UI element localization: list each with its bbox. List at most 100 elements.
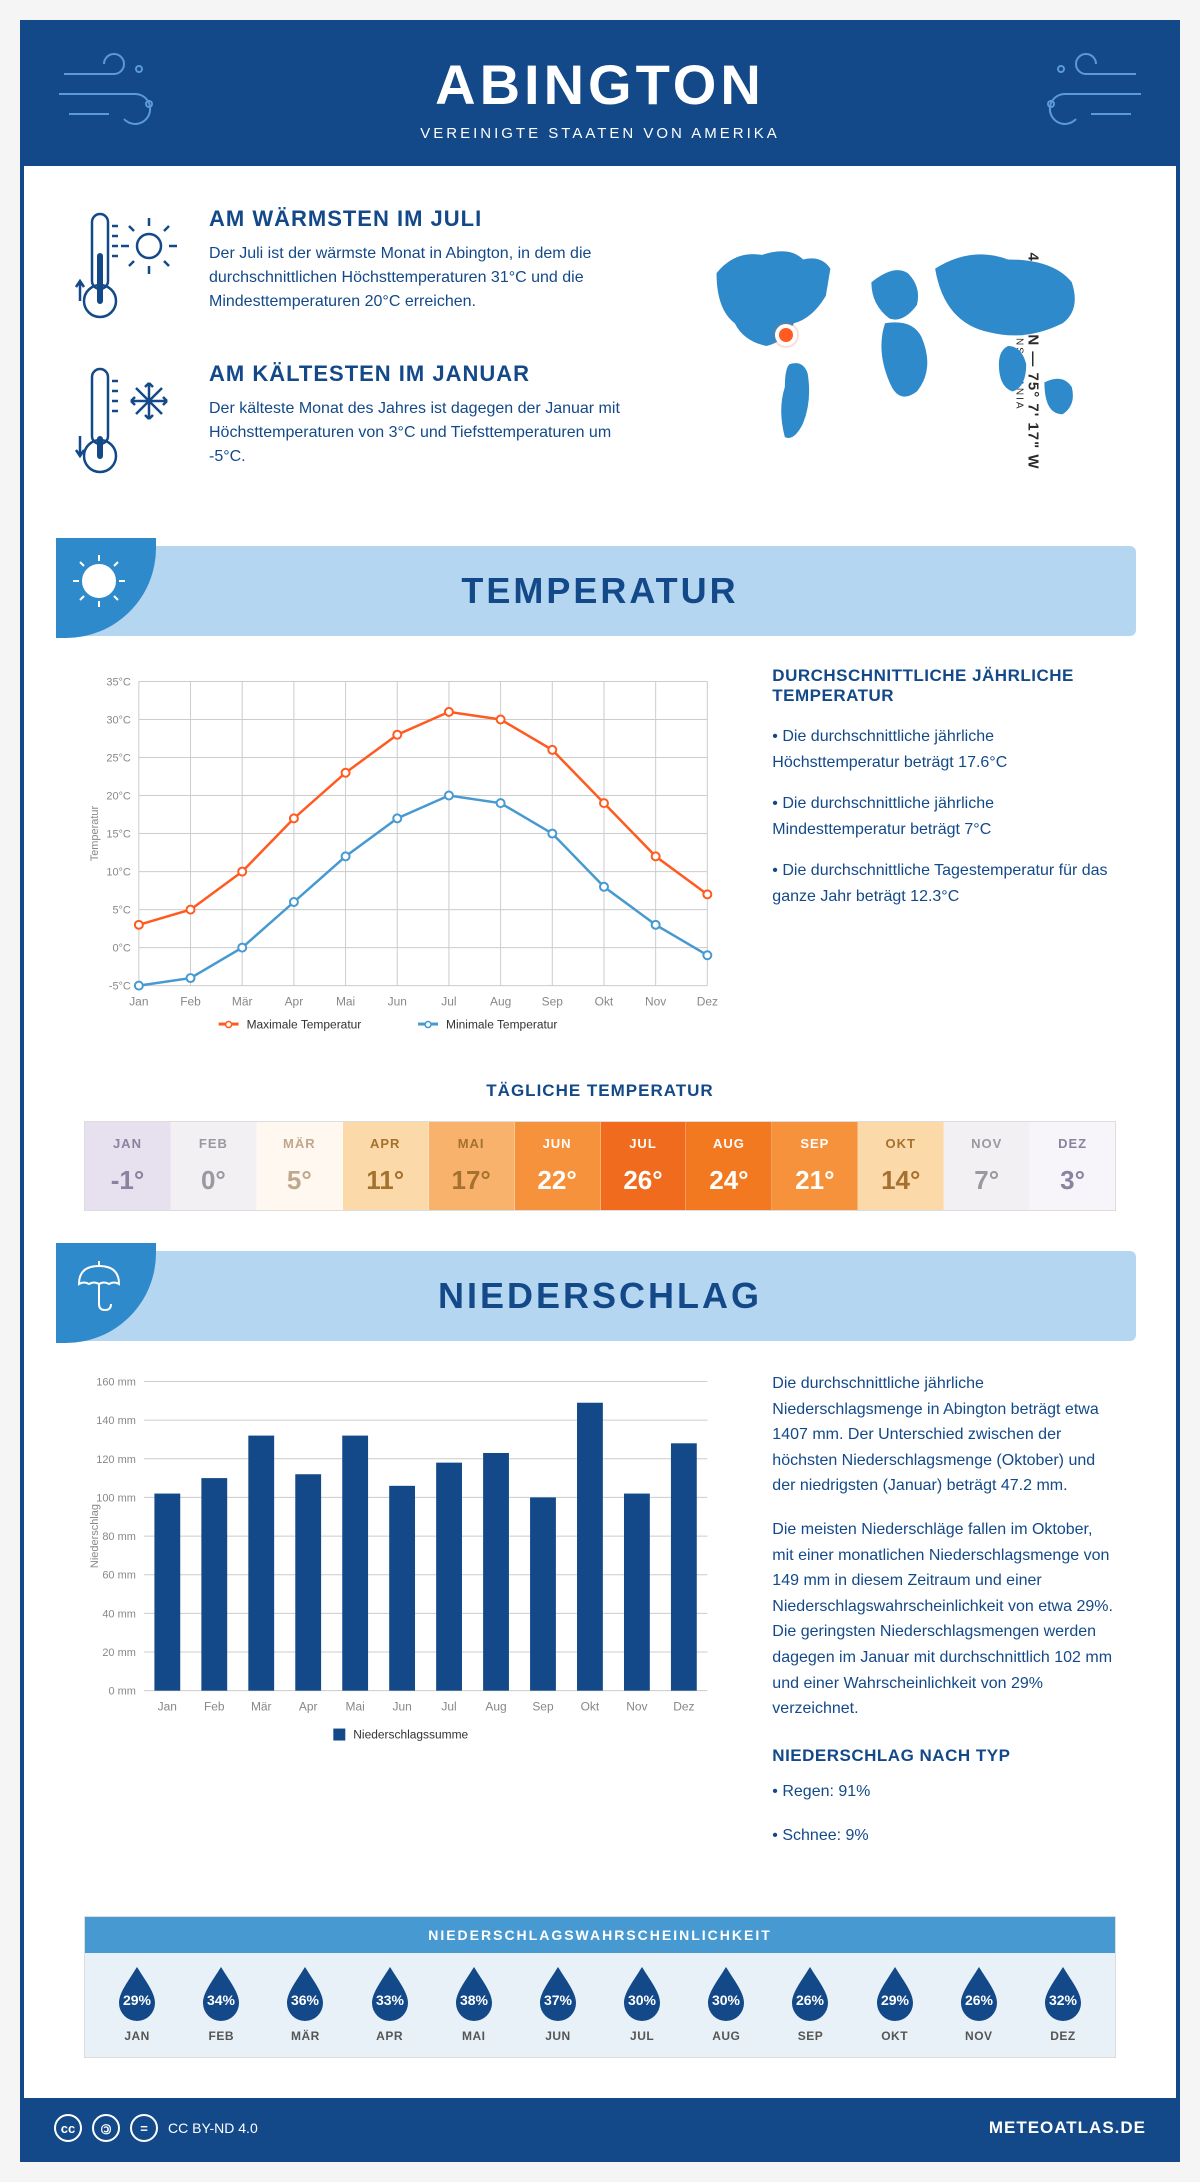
intro-section: AM WÄRMSTEN IM JULI Der Juli ist der wär… [24, 166, 1176, 546]
probability-cell: 32% DEZ [1021, 1965, 1105, 2045]
cc-icon: cc [54, 2114, 82, 2142]
svg-text:29%: 29% [123, 1992, 152, 2008]
probability-cell: 30% JUL [600, 1965, 684, 2045]
raindrop-icon: 37% [536, 1965, 580, 2021]
daily-temp-cell: MAI17° [429, 1122, 515, 1210]
probability-cell: 33% APR [348, 1965, 432, 2045]
daily-temp-cell: OKT14° [858, 1122, 944, 1210]
daily-temp-cell: MÄR5° [257, 1122, 343, 1210]
svg-text:Apr: Apr [299, 1700, 318, 1714]
svg-text:20°C: 20°C [106, 791, 131, 803]
footer: cc 🄯 = CC BY-ND 4.0 METEOATLAS.DE [24, 2098, 1176, 2158]
temp-bullet: • Die durchschnittliche Tagestemperatur … [772, 858, 1116, 909]
svg-text:-5°C: -5°C [109, 981, 131, 993]
svg-text:26%: 26% [965, 1992, 994, 2008]
svg-text:Temperatur: Temperatur [89, 805, 101, 861]
raindrop-icon: 36% [283, 1965, 327, 2021]
svg-text:33%: 33% [376, 1992, 405, 2008]
raindrop-icon: 29% [115, 1965, 159, 2021]
svg-text:Apr: Apr [285, 995, 304, 1009]
svg-text:10°C: 10°C [106, 867, 131, 879]
temperature-line-chart: -5°C0°C5°C10°C15°C20°C25°C30°C35°CJanFeb… [84, 666, 722, 1051]
temperature-title: TEMPERATUR [64, 570, 1136, 612]
probability-cell: 26% SEP [768, 1965, 852, 2045]
nd-icon: = [130, 2114, 158, 2142]
precip-p2: Die meisten Niederschläge fallen im Okto… [772, 1517, 1116, 1722]
probability-cell: 38% MAI [432, 1965, 516, 2045]
svg-text:5°C: 5°C [112, 905, 130, 917]
daily-temp-cell: DEZ3° [1030, 1122, 1115, 1210]
precipitation-title: NIEDERSCHLAG [64, 1275, 1136, 1317]
svg-text:Jan: Jan [158, 1700, 177, 1714]
svg-text:32%: 32% [1049, 1992, 1078, 2008]
svg-text:Okt: Okt [581, 1700, 600, 1714]
raindrop-icon: 26% [788, 1965, 832, 2021]
wind-icon [54, 44, 174, 139]
svg-text:15°C: 15°C [106, 829, 131, 841]
svg-text:35°C: 35°C [106, 676, 131, 688]
svg-text:20 mm: 20 mm [102, 1647, 136, 1659]
svg-text:37%: 37% [544, 1992, 573, 2008]
by-icon: 🄯 [92, 2114, 120, 2142]
temperature-section-header: TEMPERATUR [64, 546, 1136, 636]
probability-cell: 37% JUN [516, 1965, 600, 2045]
infographic-page: ABINGTON VEREINIGTE STAATEN VON AMERIKA [20, 20, 1180, 2162]
sun-icon [56, 538, 156, 638]
svg-text:Aug: Aug [490, 995, 511, 1009]
warmest-text: Der Juli ist der wärmste Monat in Abingt… [209, 242, 631, 314]
thermometer-cold-icon [74, 361, 184, 486]
svg-text:Mär: Mär [251, 1700, 272, 1714]
svg-text:Dez: Dez [697, 995, 718, 1009]
daily-temp-title: TÄGLICHE TEMPERATUR [84, 1081, 1116, 1101]
precip-type-bullet: • Regen: 91% [772, 1779, 1116, 1805]
probability-cell: 29% JAN [95, 1965, 179, 2045]
probability-strip: NIEDERSCHLAGSWAHRSCHEINLICHKEIT 29% JAN … [84, 1916, 1116, 2058]
svg-text:0°C: 0°C [112, 943, 130, 955]
warmest-title: AM WÄRMSTEN IM JULI [209, 206, 631, 232]
raindrop-icon: 29% [873, 1965, 917, 2021]
daily-temp-cell: JUL26° [601, 1122, 687, 1210]
header-banner: ABINGTON VEREINIGTE STAATEN VON AMERIKA [24, 24, 1176, 166]
svg-text:100 mm: 100 mm [96, 1492, 136, 1504]
svg-text:80 mm: 80 mm [102, 1531, 136, 1543]
wind-icon [1026, 44, 1146, 139]
probability-cell: 36% MÄR [263, 1965, 347, 2045]
svg-text:Dez: Dez [673, 1700, 694, 1714]
svg-text:Jun: Jun [392, 1700, 411, 1714]
svg-text:Mai: Mai [346, 1700, 365, 1714]
svg-text:Niederschlag: Niederschlag [89, 1504, 101, 1568]
svg-text:Mär: Mär [232, 995, 253, 1009]
precip-type-title: NIEDERSCHLAG NACH TYP [772, 1742, 1116, 1769]
precip-type-bullet: • Schnee: 9% [772, 1823, 1116, 1849]
precip-p1: Die durchschnittliche jährliche Niedersc… [772, 1371, 1116, 1499]
thermometer-hot-icon [74, 206, 184, 331]
probability-cell: 30% AUG [684, 1965, 768, 2045]
raindrop-icon: 30% [704, 1965, 748, 2021]
svg-text:Feb: Feb [180, 995, 201, 1009]
svg-text:Jul: Jul [441, 1700, 456, 1714]
daily-temp-strip: JAN-1°FEB0°MÄR5°APR11°MAI17°JUN22°JUL26°… [84, 1121, 1116, 1211]
svg-text:Feb: Feb [204, 1700, 225, 1714]
temp-bullet: • Die durchschnittliche jährliche Höchst… [772, 724, 1116, 775]
svg-text:160 mm: 160 mm [96, 1376, 136, 1388]
svg-text:29%: 29% [881, 1992, 910, 2008]
probability-cell: 29% OKT [853, 1965, 937, 2045]
svg-text:30°C: 30°C [106, 714, 131, 726]
coldest-title: AM KÄLTESTEN IM JANUAR [209, 361, 631, 387]
svg-text:Maximale Temperatur: Maximale Temperatur [247, 1018, 362, 1032]
svg-text:34%: 34% [207, 1992, 236, 2008]
svg-text:26%: 26% [796, 1992, 825, 2008]
raindrop-icon: 33% [368, 1965, 412, 2021]
world-map [671, 206, 1126, 486]
svg-text:Nov: Nov [626, 1700, 647, 1714]
svg-text:120 mm: 120 mm [96, 1454, 136, 1466]
svg-text:Jan: Jan [129, 995, 148, 1009]
page-title: ABINGTON [24, 52, 1176, 117]
svg-text:38%: 38% [460, 1992, 489, 2008]
daily-temp-cell: NOV7° [944, 1122, 1030, 1210]
svg-text:Minimale Temperatur: Minimale Temperatur [446, 1018, 557, 1032]
raindrop-icon: 26% [957, 1965, 1001, 2021]
site-name: METEOATLAS.DE [989, 2118, 1146, 2138]
probability-title: NIEDERSCHLAGSWAHRSCHEINLICHKEIT [85, 1917, 1115, 1953]
temp-info-title: DURCHSCHNITTLICHE JÄHRLICHE TEMPERATUR [772, 666, 1116, 706]
